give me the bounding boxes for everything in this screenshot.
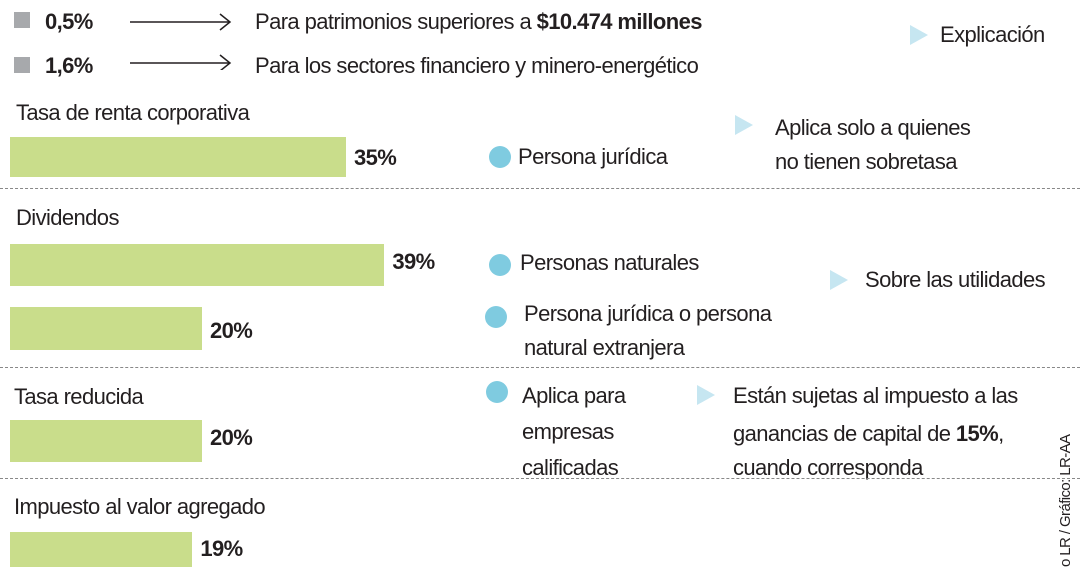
value-label: 19% xyxy=(200,536,243,561)
value-label: 20% xyxy=(210,318,253,343)
value-label: 35% xyxy=(354,145,397,170)
value-label: 20% xyxy=(210,425,253,450)
bullet xyxy=(489,146,511,168)
divider xyxy=(0,367,1080,368)
who: Persona jurídica o persona xyxy=(524,301,772,326)
note-bold: 15% xyxy=(955,421,999,446)
bar xyxy=(10,137,346,177)
who: calificadas xyxy=(522,455,619,480)
who: natural extranjera xyxy=(524,335,685,360)
note: no tienen sobretasa xyxy=(775,149,957,174)
explanation-label: Explicación xyxy=(940,22,1045,47)
who: Personas naturales xyxy=(520,250,699,275)
legend-bold: $10.474 millones xyxy=(536,9,703,34)
who: Aplica para xyxy=(522,383,626,408)
legend-text: Para patrimonios superiores a $10.474 mi… xyxy=(255,11,702,33)
legend-rate: 1,6% xyxy=(45,53,93,78)
bar xyxy=(10,420,202,462)
arrows xyxy=(130,13,232,70)
note: ganancias de capital de 15%, xyxy=(733,423,1004,445)
legend-text-part: Para patrimonios superiores a xyxy=(255,9,532,34)
note-part: , xyxy=(998,421,1004,446)
bullet xyxy=(489,254,511,276)
bullet xyxy=(486,381,508,403)
note-part: ganancias de capital de xyxy=(733,421,951,446)
section-title: Impuesto al valor agregado xyxy=(14,494,266,519)
triangle xyxy=(735,115,753,135)
note: cuando corresponda xyxy=(733,455,923,480)
legend-swatch xyxy=(14,12,30,28)
section-title: Dividendos xyxy=(16,205,119,230)
bar xyxy=(10,244,385,286)
legend-rate: 0,5% xyxy=(45,9,93,34)
triangle xyxy=(910,25,928,45)
bar xyxy=(10,307,202,350)
divider xyxy=(0,188,1080,189)
section-title: Tasa de renta corporativa xyxy=(16,100,250,125)
who: Persona jurídica xyxy=(518,144,668,169)
legend-text: Para los sectores financiero y minero-en… xyxy=(255,53,699,78)
who: empresas xyxy=(522,419,614,444)
bullet xyxy=(485,306,507,328)
section-title: Tasa reducida xyxy=(14,384,144,409)
credit: o LR / Gráfico: LR-AA xyxy=(1057,434,1074,567)
triangle xyxy=(830,270,848,290)
legend-swatch xyxy=(14,57,30,73)
divider xyxy=(0,478,1080,479)
bar xyxy=(10,532,193,567)
value-label: 39% xyxy=(392,249,435,274)
triangle xyxy=(697,385,715,405)
note: Sobre las utilidades xyxy=(865,267,1046,292)
note: Aplica solo a quienes xyxy=(775,115,971,140)
note: Están sujetas al impuesto a las xyxy=(733,383,1018,408)
